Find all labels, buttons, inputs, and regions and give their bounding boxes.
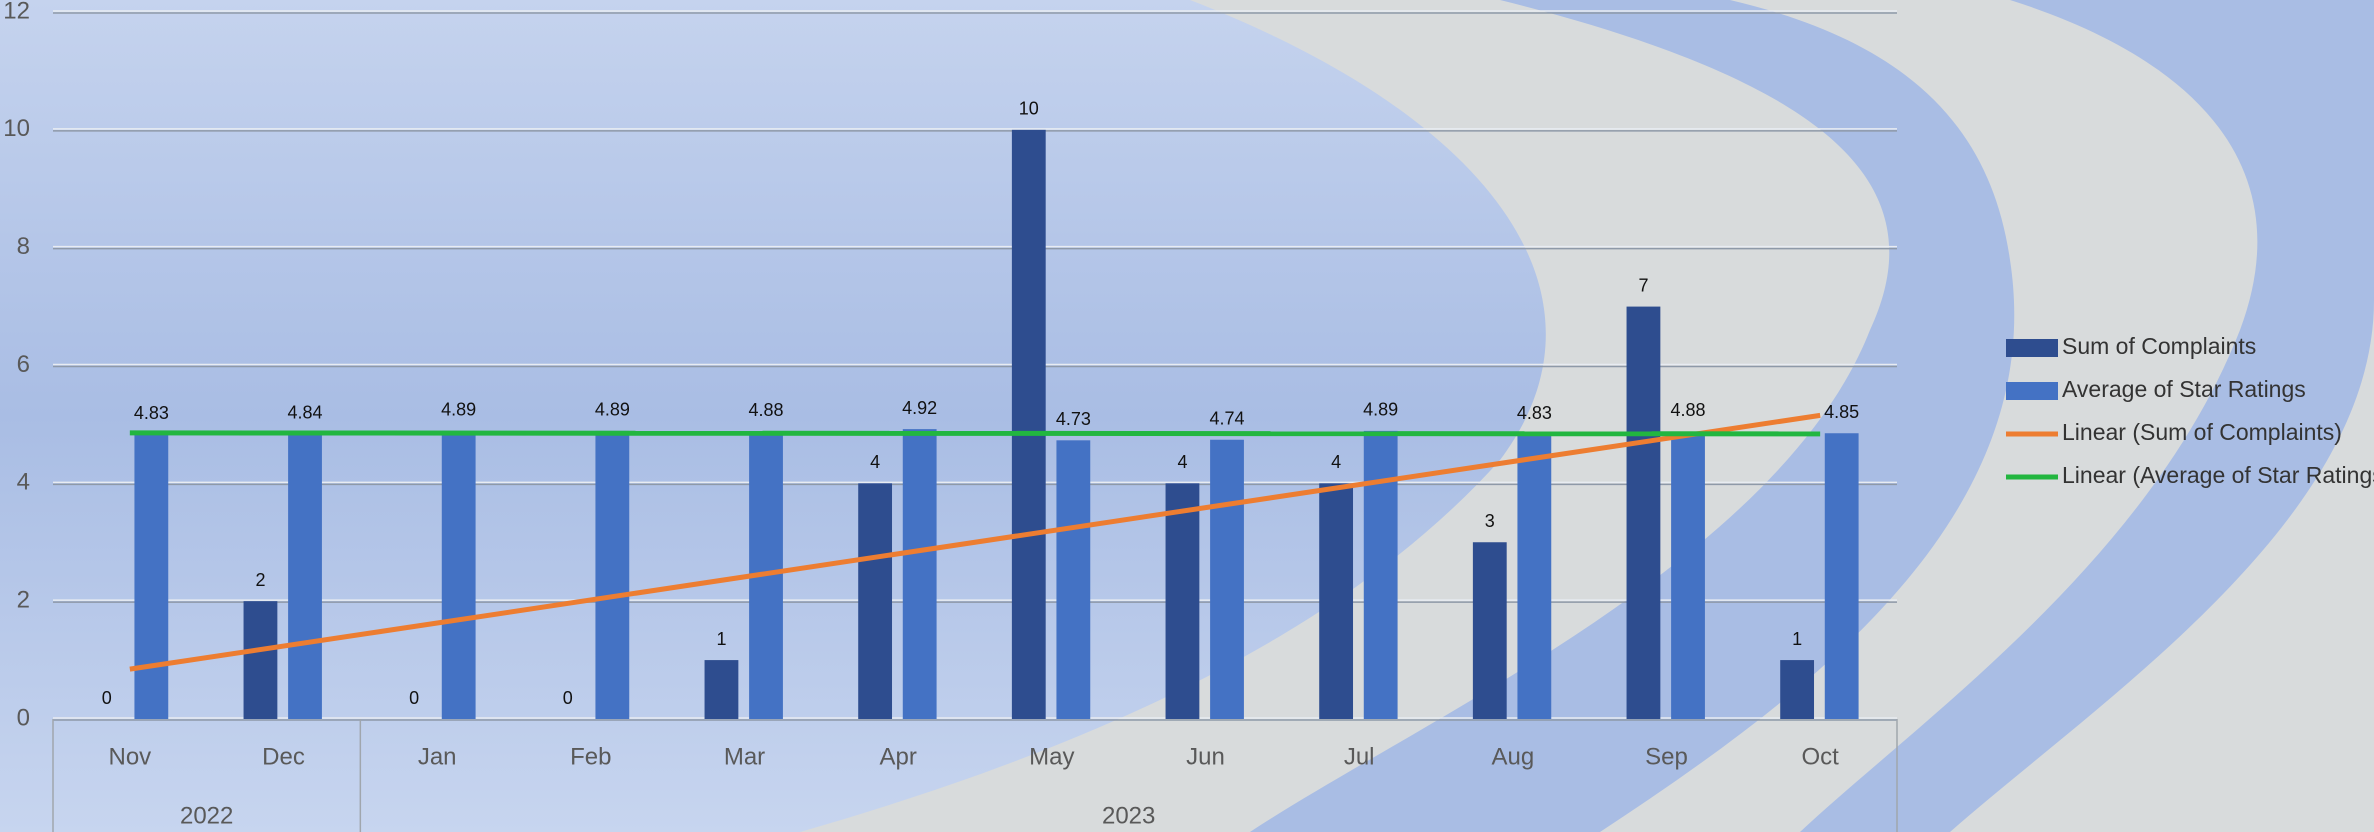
bar	[595, 430, 630, 719]
x-tick-label: Dec	[262, 743, 305, 770]
data-label: 1	[1792, 629, 1802, 649]
x-tick-label: May	[1029, 743, 1074, 770]
data-label: 4.89	[595, 400, 630, 420]
bar	[1824, 433, 1859, 719]
data-label: 4.74	[1209, 408, 1244, 428]
data-label: 3	[1485, 511, 1495, 531]
y-tick-label: 10	[3, 115, 30, 142]
legend-label: Average of Star Ratings	[2062, 376, 2306, 402]
data-label: 4.83	[1517, 403, 1552, 423]
bar	[1011, 129, 1046, 720]
data-label: 4.73	[1056, 409, 1091, 429]
bar	[1517, 434, 1552, 719]
bar	[1319, 483, 1354, 719]
x-group-label: 2023	[1102, 802, 1155, 829]
legend-label: Linear (Sum of Complaints)	[2062, 419, 2342, 445]
data-label: 10	[1019, 99, 1039, 119]
bar	[288, 433, 322, 719]
data-label: 4.89	[441, 400, 476, 420]
y-tick-label: 12	[3, 0, 30, 24]
background-swoosh	[1250, 0, 2015, 832]
legend-swatch	[2006, 382, 2058, 400]
bar	[858, 483, 893, 719]
x-tick-label: Jun	[1186, 743, 1225, 770]
data-label: 4.84	[287, 403, 322, 423]
bar	[704, 660, 739, 719]
trendline	[129, 412, 1821, 672]
data-label: 4.88	[1670, 400, 1705, 420]
data-label: 1	[716, 629, 726, 649]
y-tick-label: 8	[17, 233, 30, 260]
y-tick-label: 0	[17, 704, 30, 731]
bar	[1056, 440, 1091, 719]
y-tick-label: 6	[17, 351, 30, 378]
x-tick-label: Sep	[1645, 743, 1688, 770]
trendline	[129, 430, 1821, 437]
data-label: 0	[102, 688, 112, 708]
x-tick-label: Jan	[418, 743, 457, 770]
legend-swatch	[2006, 339, 2058, 357]
x-tick-label: Feb	[570, 743, 611, 770]
data-label: 4.85	[1824, 402, 1859, 422]
data-label: 4.83	[134, 403, 169, 423]
bar	[902, 429, 937, 719]
bar	[1165, 483, 1200, 719]
x-tick-label: Mar	[724, 743, 765, 770]
bar	[1626, 306, 1661, 719]
data-label: 4.89	[1363, 400, 1398, 420]
x-tick-label: Aug	[1491, 743, 1534, 770]
data-label: 4	[1177, 452, 1187, 472]
bar	[243, 601, 278, 719]
bar	[134, 434, 169, 719]
data-label: 0	[563, 688, 573, 708]
y-tick-label: 4	[17, 469, 30, 496]
data-label: 4.92	[902, 398, 937, 418]
data-label: 4	[870, 452, 880, 472]
data-label: 4.88	[748, 400, 783, 420]
data-label: 4	[1331, 452, 1341, 472]
data-label: 0	[409, 688, 419, 708]
x-tick-label: Apr	[879, 743, 916, 770]
bar	[1472, 542, 1507, 719]
bar	[1671, 431, 1705, 719]
x-tick-label: Nov	[108, 743, 151, 770]
x-tick-label: Jul	[1344, 743, 1375, 770]
bar	[1780, 660, 1815, 719]
bar	[441, 430, 476, 719]
bar	[1363, 430, 1398, 719]
data-label: 7	[1638, 275, 1648, 295]
legend-label: Sum of Complaints	[2062, 333, 2256, 359]
data-label: 2	[255, 570, 265, 590]
x-tick-label: Oct	[1801, 743, 1839, 770]
bar	[1210, 439, 1244, 719]
legend-label: Linear (Average of Star Ratings)	[2062, 462, 2374, 488]
background-swoosh	[1800, 0, 2374, 832]
x-group-label: 2022	[180, 802, 233, 829]
y-tick-label: 2	[17, 587, 30, 614]
